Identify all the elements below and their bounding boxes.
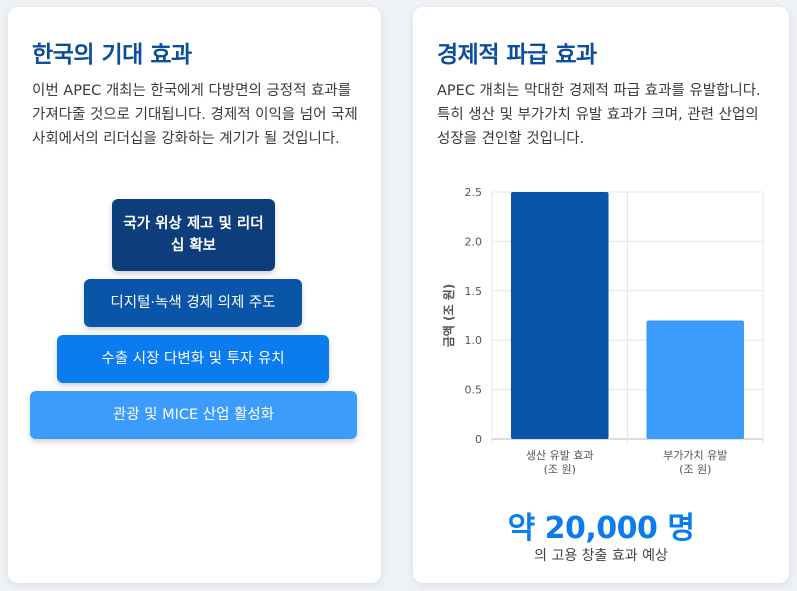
y-axis-title: 금액 (조 원)	[442, 284, 456, 348]
y-tick-label: 2.0	[465, 235, 483, 248]
employment-stat-caption: 의 고용 창출 효과 예상	[534, 548, 668, 564]
card-title: 한국의 기대 효과	[32, 42, 192, 68]
x-tick-label: (조 원)	[544, 463, 576, 476]
card-title: 경제적 파급 효과	[437, 42, 597, 68]
economic-impact-bar-chart: 00.51.01.52.02.5생산 유발 효과(조 원)부가가치 유발(조 원…	[442, 186, 764, 476]
x-tick-label: 생산 유발 효과	[526, 449, 594, 462]
pyramid-level-2: 디지털·녹색 경제 의제 주도	[84, 279, 302, 327]
pyramid-level-1: 국가 위상 제고 및 리더십 확보	[112, 199, 275, 271]
card-description: APEC 개최는 막대한 경제적 파급 효과를 유발합니다. 특히 생산 및 부…	[437, 83, 761, 147]
y-tick-label: 0	[475, 433, 482, 446]
bar	[510, 192, 609, 439]
employment-stat-value: 약 20,000 명	[507, 511, 695, 546]
y-tick-label: 0.5	[465, 384, 483, 397]
economic-impact-card: 경제적 파급 효과 APEC 개최는 막대한 경제적 파급 효과를 유발합니다.…	[413, 7, 789, 583]
card-description: 이번 APEC 개최는 한국에게 다방면의 긍정적 효과를 가져다줄 것으로 기…	[32, 83, 358, 147]
x-tick-label: (조 원)	[679, 463, 711, 476]
y-tick-label: 1.5	[465, 285, 483, 298]
pyramid-level-4: 관광 및 MICE 산업 활성화	[30, 391, 357, 439]
y-tick-label: 1.0	[465, 334, 483, 347]
x-tick-label: 부가가치 유발	[663, 449, 727, 462]
bar	[646, 320, 745, 439]
korea-expected-effects-card: 한국의 기대 효과 이번 APEC 개최는 한국에게 다방면의 긍정적 효과를 …	[8, 7, 381, 583]
y-tick-label: 2.5	[465, 186, 483, 199]
pyramid-level-3: 수출 시장 다변화 및 투자 유치	[57, 335, 329, 383]
